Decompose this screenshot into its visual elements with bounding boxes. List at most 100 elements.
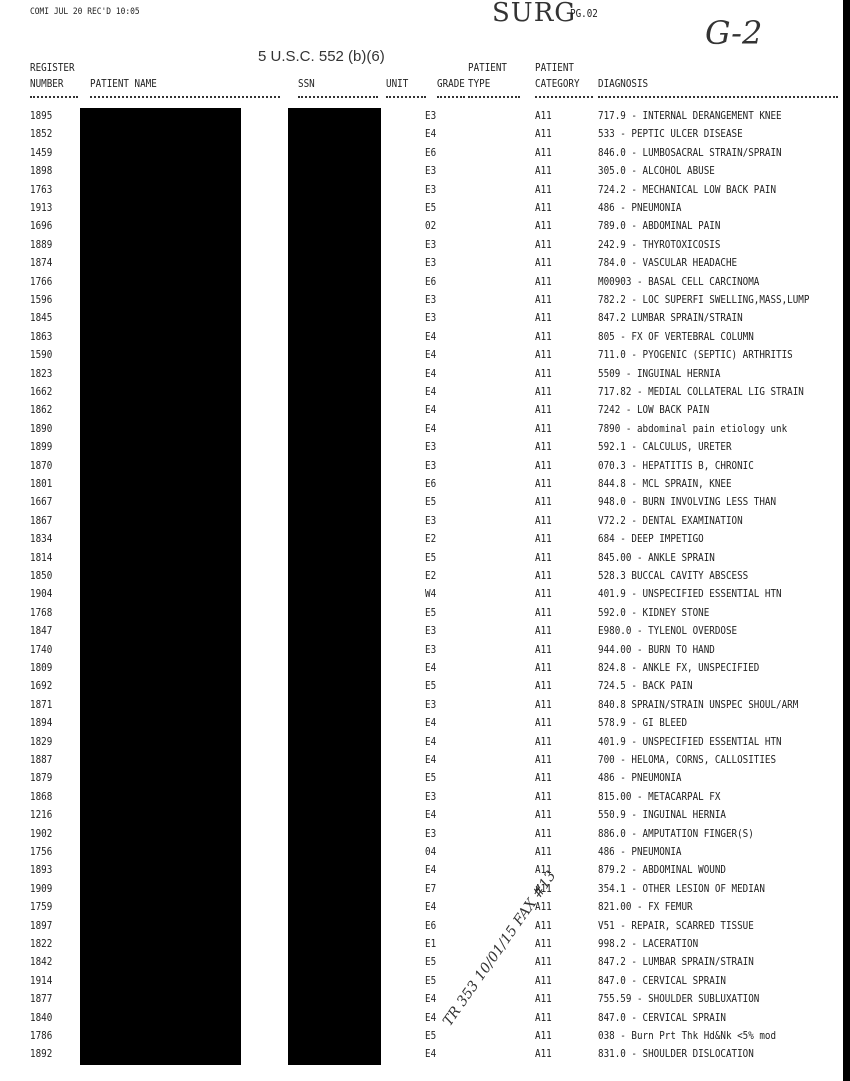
- patient-category: A11: [535, 404, 552, 417]
- grade: E5: [425, 606, 437, 619]
- diagnosis: 948.0 - BURN INVOLVING LESS THAN: [598, 496, 777, 509]
- register-number: 1889: [30, 238, 53, 251]
- grade: E4: [425, 717, 437, 730]
- grade: E4: [425, 754, 437, 766]
- patient-category: A11: [535, 275, 552, 288]
- diagnosis: 724.2 - MECHANICAL LOW BACK PAIN: [598, 183, 777, 196]
- diagnosis: 592.0 - KIDNEY STONE: [598, 606, 710, 619]
- diagnosis: 5509 - INGUINAL HERNIA: [598, 367, 721, 380]
- register-number: 1759: [30, 901, 53, 914]
- column-header: GRADE: [437, 78, 465, 90]
- register-number: 1871: [30, 698, 53, 711]
- diagnosis: V51 - REPAIR, SCARRED TISSUE: [598, 919, 754, 932]
- grade: E4: [425, 386, 437, 398]
- grade: E4: [425, 864, 437, 877]
- register-number: 1596: [30, 294, 53, 306]
- grade: E5: [425, 496, 437, 509]
- register-number: 1822: [30, 938, 53, 950]
- patient-category: A11: [535, 128, 552, 141]
- diagnosis: 711.0 - PYOGENIC (SEPTIC) ARTHRITIS: [598, 349, 793, 362]
- patient-category: A11: [535, 625, 552, 638]
- diagnosis: 7890 - abdominal pain etiology unk: [598, 422, 788, 435]
- diagnosis: 944.00 - BURN TO HAND: [598, 643, 715, 656]
- diagnosis: 879.2 - ABDOMINAL WOUND: [598, 864, 726, 877]
- column-header: CATEGORY: [535, 78, 580, 90]
- grade: E3: [425, 441, 437, 454]
- grade: E4: [425, 367, 437, 380]
- fax-line: COMI JUL 20 REC'D 10:05: [30, 7, 140, 17]
- diagnosis: 847.0 - CERVICAL SPRAIN: [598, 1011, 726, 1024]
- grade: E3: [425, 625, 437, 638]
- grade: E4: [425, 901, 437, 914]
- register-number: 1894: [30, 717, 53, 730]
- register-number: 1756: [30, 846, 53, 858]
- header-rule: [30, 96, 78, 98]
- grade: E3: [425, 827, 437, 840]
- grade: E3: [425, 643, 437, 656]
- diagnosis: 401.9 - UNSPECIFIED ESSENTIAL HTN: [598, 735, 782, 748]
- diagnosis: 844.8 - MCL SPRAIN, KNEE: [598, 478, 732, 490]
- column-header: NUMBER: [30, 78, 64, 90]
- register-number: 1814: [30, 551, 53, 564]
- column-header: UNIT: [386, 78, 409, 90]
- patient-category: A11: [535, 238, 552, 251]
- grade: E3: [425, 514, 437, 527]
- patient-category: A11: [535, 735, 552, 748]
- patient-category: A11: [535, 1048, 552, 1061]
- diagnosis: 847.0 - CERVICAL SPRAIN: [598, 974, 726, 987]
- register-number: 1909: [30, 882, 53, 895]
- diagnosis: 717.9 - INTERNAL DERANGEMENT KNEE: [598, 110, 782, 122]
- grade: E4: [425, 662, 437, 674]
- register-number: 1847: [30, 625, 53, 638]
- diagnosis: 831.0 - SHOULDER DISLOCATION: [598, 1048, 754, 1061]
- register-number: 1898: [30, 165, 53, 178]
- grade: E6: [425, 478, 437, 490]
- redaction: [80, 108, 241, 1065]
- column-header: TYPE: [468, 78, 491, 90]
- patient-category: A11: [535, 294, 552, 306]
- diagnosis: 242.9 - THYROTOXICOSIS: [598, 238, 721, 251]
- patient-category: A11: [535, 790, 552, 803]
- grade: E3: [425, 294, 437, 306]
- grade: E3: [425, 312, 437, 325]
- grade: E4: [425, 809, 437, 822]
- register-number: 1801: [30, 478, 53, 490]
- grade: E4: [425, 128, 437, 141]
- diagnosis: 847.2 - LUMBAR SPRAIN/STRAIN: [598, 956, 754, 969]
- diagnosis: 7242 - LOW BACK PAIN: [598, 404, 710, 417]
- register-number: 1216: [30, 809, 53, 822]
- patient-category: A11: [535, 680, 552, 693]
- patient-category: A11: [535, 441, 552, 454]
- grade: E1: [425, 938, 437, 950]
- register-number: 1667: [30, 496, 53, 509]
- grade: W4: [425, 588, 437, 601]
- patient-category: A11: [535, 202, 552, 214]
- patient-category: A11: [535, 110, 552, 122]
- register-number: 1692: [30, 680, 53, 693]
- diagnosis: 070.3 - HEPATITIS B, CHRONIC: [598, 459, 754, 472]
- diagnosis: 789.0 - ABDOMINAL PAIN: [598, 220, 721, 233]
- register-number: 1863: [30, 330, 53, 343]
- grade: E4: [425, 349, 437, 362]
- patient-category: A11: [535, 717, 552, 730]
- grade: E3: [425, 698, 437, 711]
- register-number: 1842: [30, 956, 53, 969]
- patient-category: A11: [535, 938, 552, 950]
- register-number: 1662: [30, 386, 53, 398]
- patient-category: A11: [535, 993, 552, 1006]
- register-number: 1887: [30, 754, 53, 766]
- patient-category: A11: [535, 1030, 552, 1042]
- grade: E4: [425, 330, 437, 343]
- diagnosis: 847.2 LUMBAR SPRAIN/STRAIN: [598, 312, 743, 325]
- patient-category: A11: [535, 772, 552, 785]
- grade: E3: [425, 238, 437, 251]
- redaction: [288, 108, 381, 1065]
- grade: E5: [425, 956, 437, 969]
- diagnosis: 815.00 - METACARPAL FX: [598, 790, 721, 803]
- register-number: 1834: [30, 533, 53, 546]
- patient-category: A11: [535, 220, 552, 233]
- diagnosis: 592.1 - CALCULUS, URETER: [598, 441, 732, 454]
- patient-category: A11: [535, 533, 552, 546]
- diagnosis: 824.8 - ANKLE FX, UNSPECIFIED: [598, 662, 760, 674]
- grade: E2: [425, 533, 437, 546]
